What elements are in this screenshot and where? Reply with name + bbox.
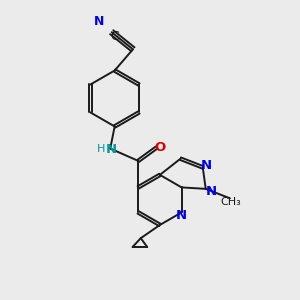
Text: N: N xyxy=(176,209,187,222)
Text: H: H xyxy=(97,144,106,154)
Text: N: N xyxy=(206,185,217,198)
Text: N: N xyxy=(94,14,104,28)
Text: CH₃: CH₃ xyxy=(220,197,241,207)
Text: N: N xyxy=(106,142,117,156)
Text: O: O xyxy=(154,141,166,154)
Text: C: C xyxy=(110,30,119,43)
Text: N: N xyxy=(201,159,212,172)
